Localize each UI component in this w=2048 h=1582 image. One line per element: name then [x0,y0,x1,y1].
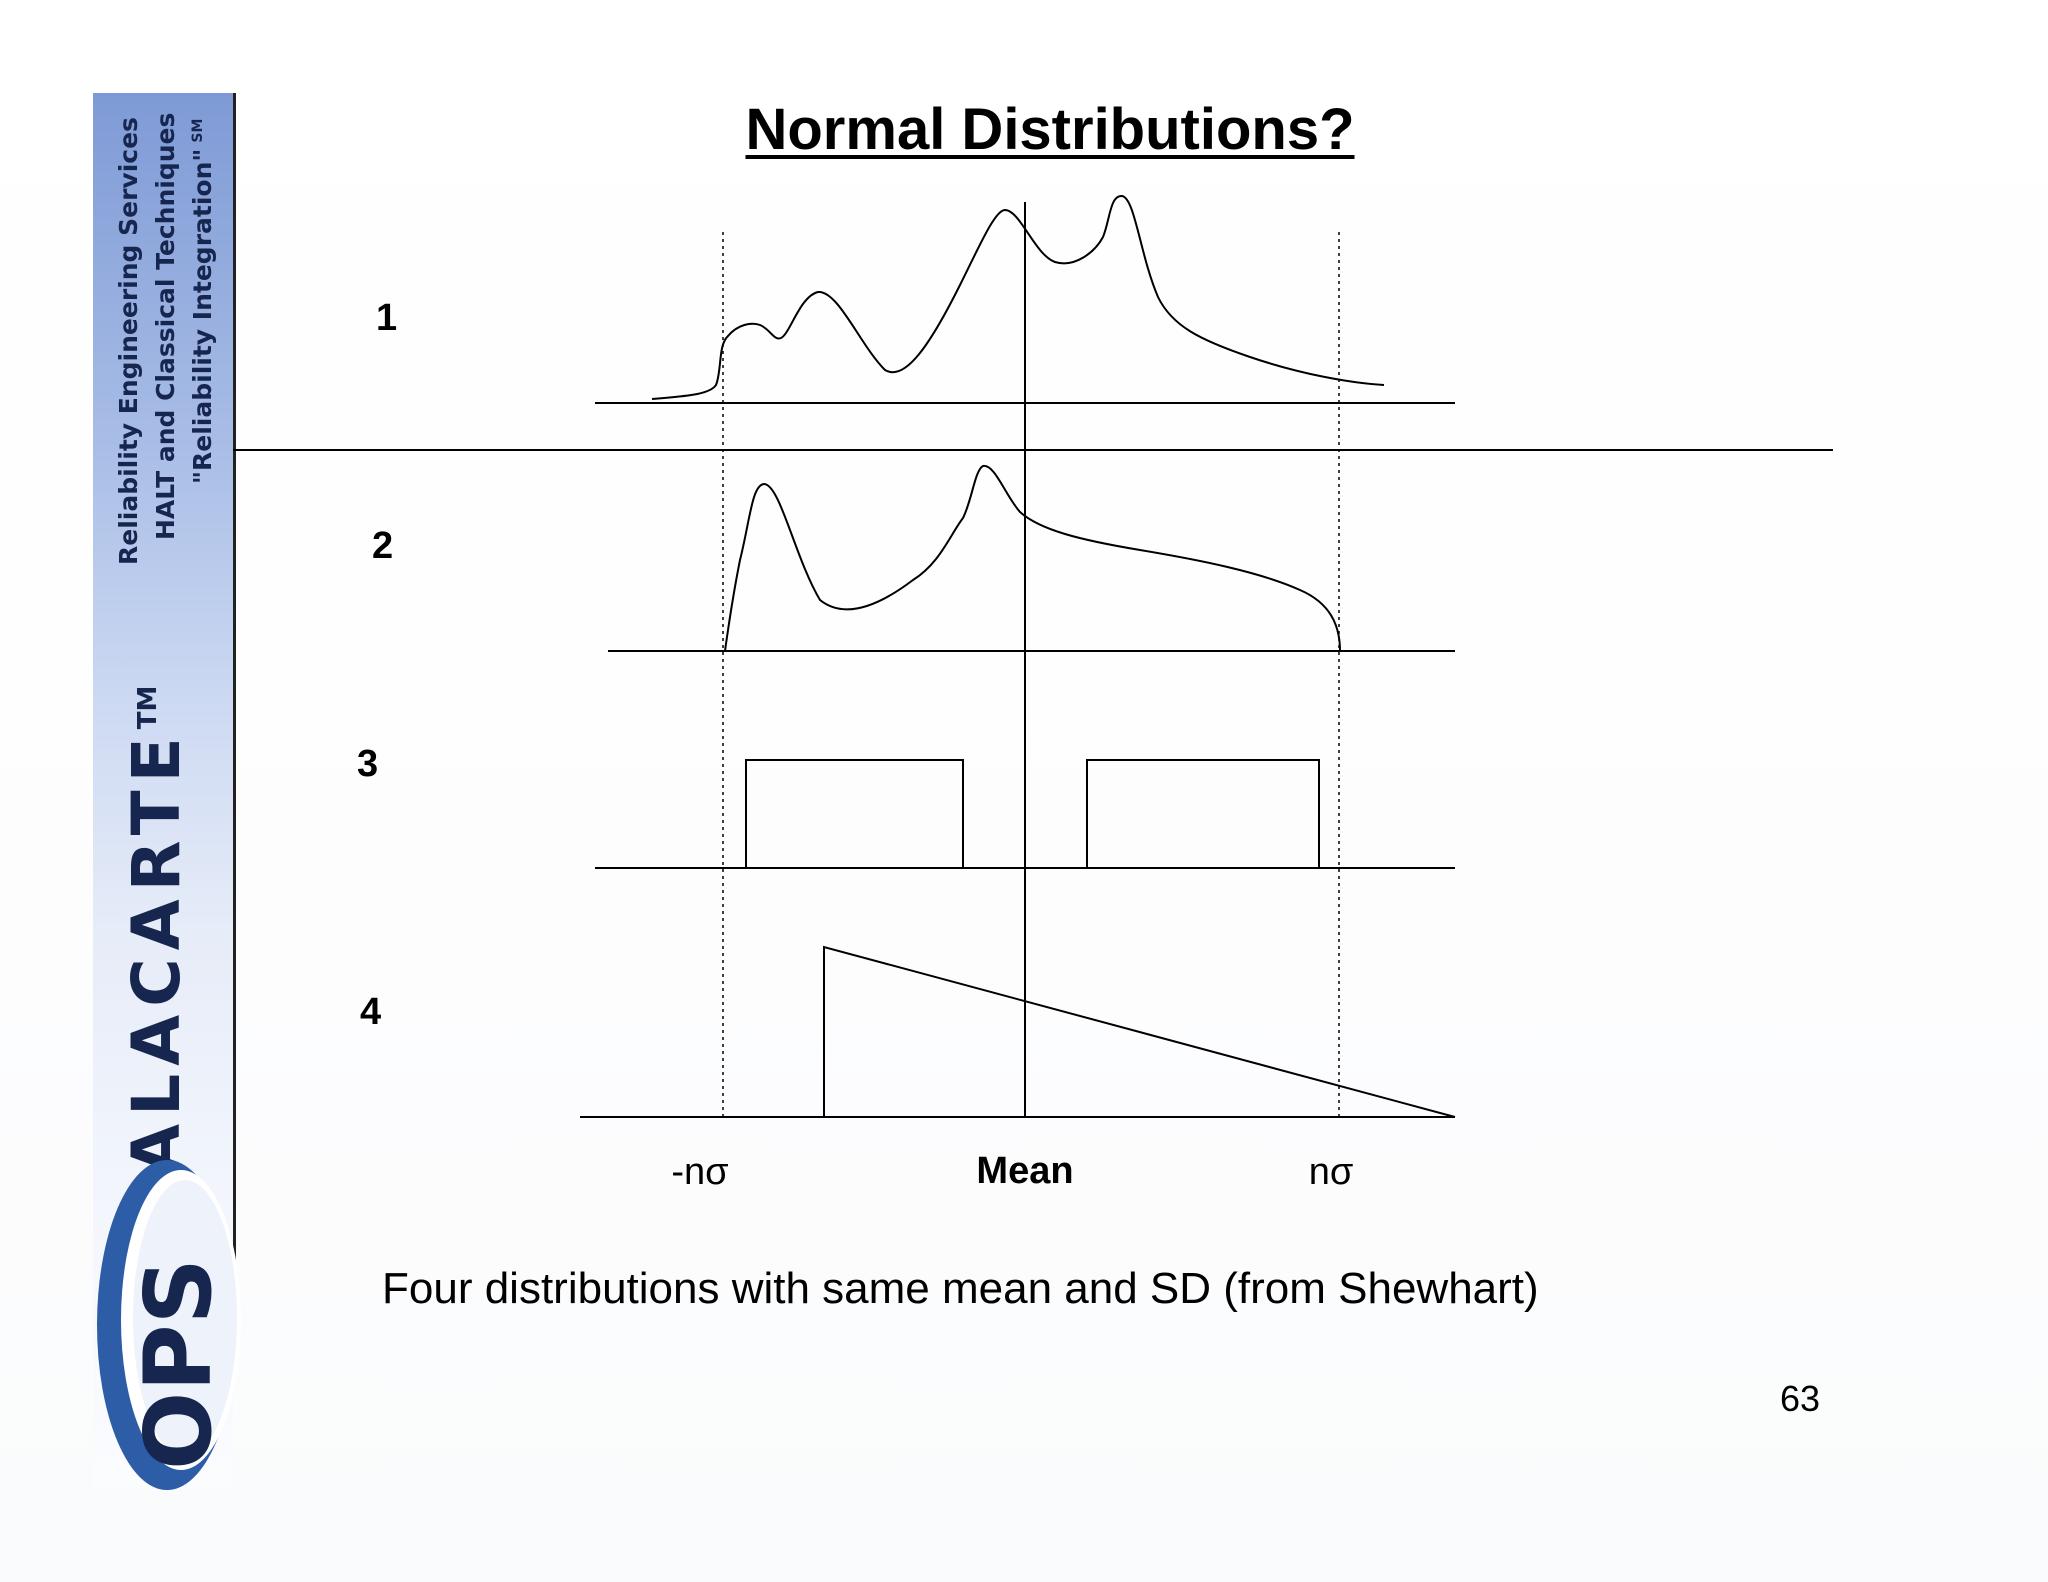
page-number: 63 [1779,1378,1820,1419]
slide-caption: Four distributions with same mean and SD… [382,1264,1539,1313]
logo-text: OPS [125,1258,232,1470]
distribution-2-curve [724,465,1341,652]
distribution-3-left-block [745,759,964,869]
sidebar-divider [233,93,236,1363]
x-label-mean: Mean [976,1150,1073,1192]
x-label-minus-n-sigma: -nσ [671,1151,728,1193]
row-label-1: 1 [376,297,397,339]
distribution-4-triangle [823,945,1456,1118]
row-label-3: 3 [357,743,378,785]
row-label-4: 4 [360,991,381,1033]
x-label-plus-n-sigma: nσ [1309,1151,1354,1193]
distribution-1-curve [651,195,1385,400]
slide-title: Normal Distributions? [745,97,1355,162]
row-label-2: 2 [372,525,393,567]
ops-logo-icon: OPS [97,1160,241,1490]
distribution-3-right-block [1086,759,1320,869]
